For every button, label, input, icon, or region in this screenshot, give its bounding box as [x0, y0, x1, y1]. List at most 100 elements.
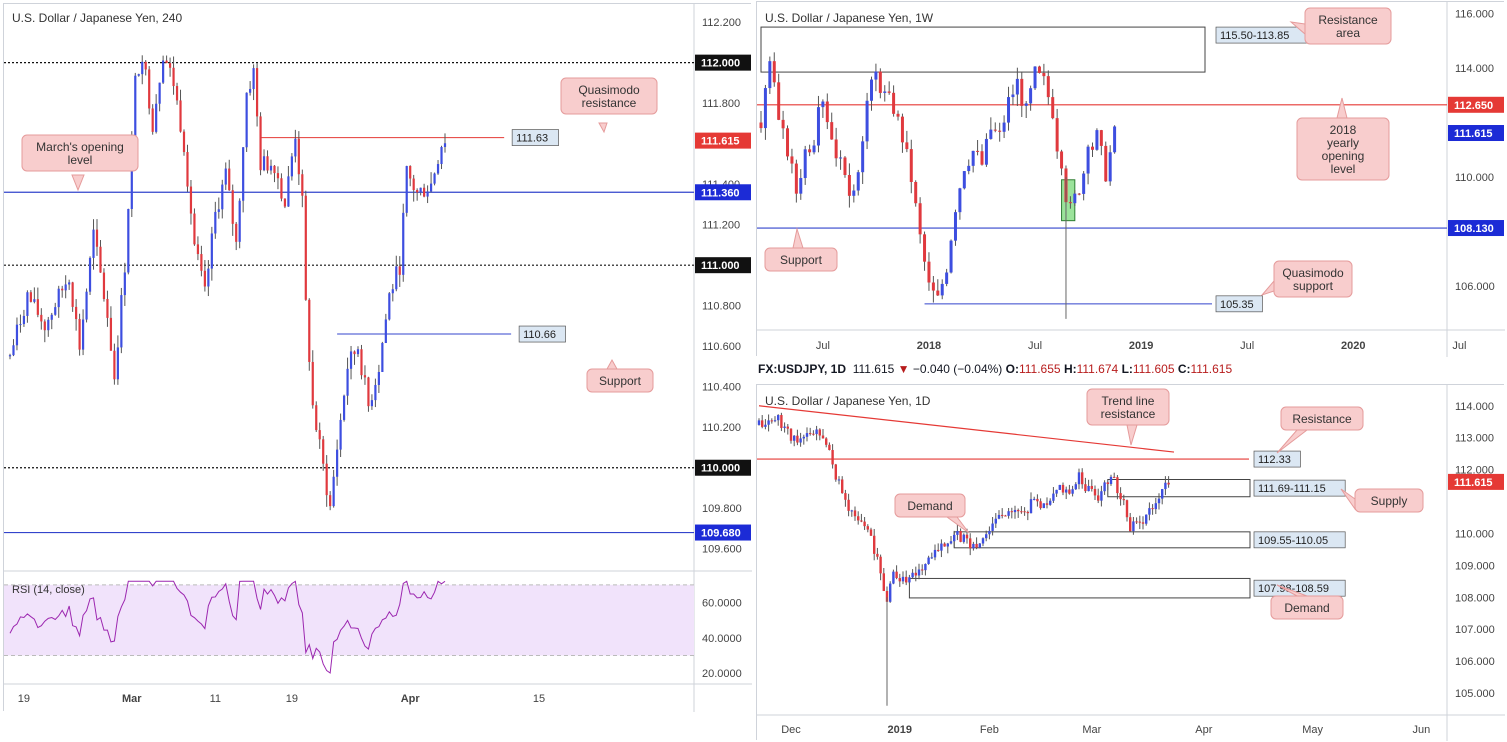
candle-body — [777, 415, 780, 421]
candle-body — [1074, 484, 1077, 490]
candle-body — [196, 244, 200, 255]
candle-body — [997, 514, 1001, 519]
candle-body — [1082, 173, 1086, 194]
candle-body — [869, 529, 873, 536]
candle-body — [1055, 489, 1058, 494]
candle-body — [1099, 130, 1103, 146]
candle-body — [786, 128, 790, 157]
weekly-callout-support-text-0: Support — [780, 253, 823, 267]
candle-body — [911, 572, 914, 578]
h4-time-tick: 19 — [286, 693, 298, 705]
candle-body — [962, 171, 966, 189]
daily-zone-tag-0-bg — [1253, 479, 1346, 497]
daily-title: U.S. Dollar / Japanese Yen, 1D — [765, 394, 931, 408]
candle-body — [808, 149, 812, 153]
daily-price-tick: 109.000 — [1455, 560, 1495, 572]
candle-body — [786, 426, 789, 429]
candle-body — [273, 165, 276, 174]
daily-time-tick: Jun — [1413, 724, 1431, 736]
candle-body — [895, 571, 898, 579]
weekly-green-box — [1061, 179, 1076, 222]
daily-price-tick: 114.000 — [1455, 401, 1494, 413]
candle-body — [772, 61, 776, 83]
candle-body — [905, 142, 909, 150]
candle-body — [1071, 489, 1074, 494]
candle-body — [856, 172, 860, 191]
candle-body — [889, 583, 892, 602]
candle-body — [1097, 495, 1100, 501]
candle-body — [217, 209, 220, 212]
candle-body — [1029, 499, 1033, 514]
candle-body — [937, 549, 940, 551]
h4-callout-march-open-text-0: March's opening — [36, 140, 124, 154]
daily-chart-svg[interactable]: 114.000 113.000 112.000 110.000 109.000 108.0… — [757, 385, 1505, 741]
candle-body — [419, 187, 422, 193]
daily-time-tick: 2019 — [888, 724, 912, 736]
candle-body — [818, 429, 821, 436]
daily-callout-demand-1: Demand — [894, 493, 970, 534]
candle-body — [349, 351, 353, 369]
candle-body — [1122, 499, 1125, 501]
candle-body — [193, 213, 196, 245]
daily-callout-supply-text-0: Supply — [1371, 494, 1408, 508]
daily-zone-tag-0: 111.69-111.15 — [1258, 483, 1326, 495]
candle-body — [29, 292, 32, 302]
candle-body — [989, 129, 993, 139]
h4-callout-march-open-pointer — [71, 174, 85, 192]
candle-body — [921, 569, 924, 571]
candle-body — [443, 143, 447, 147]
candle-body — [790, 156, 794, 164]
candle-body — [876, 553, 879, 557]
candle-body — [130, 139, 133, 209]
candle-body — [887, 91, 891, 93]
candle-body — [985, 534, 988, 539]
candle-body — [1093, 488, 1097, 496]
candle-body — [1164, 482, 1167, 490]
candle-body — [1091, 146, 1094, 150]
candle-body — [901, 576, 905, 582]
h4-callout-support: Support — [586, 358, 654, 393]
candle-body — [1058, 484, 1061, 490]
candle-body — [1119, 493, 1122, 500]
candle-body — [120, 295, 123, 348]
daily-callout-trend-text-1: resistance — [1101, 407, 1156, 421]
candle-body — [409, 165, 412, 179]
chart-panel-weekly[interactable]: 116.000 114.000 110.000 106.000 Jul 2018 Jul 20… — [756, 1, 1505, 357]
candle-body — [95, 229, 99, 247]
candle-body — [967, 165, 971, 172]
candle-body — [799, 178, 803, 194]
chart-panel-h4[interactable]: 112.200111.800111.400111.200110.800110.6… — [3, 3, 752, 712]
candle-body — [981, 538, 985, 544]
candle-body — [377, 371, 380, 385]
candle-body — [189, 186, 193, 214]
weekly-chart-svg[interactable]: 116.000 114.000 110.000 106.000 Jul 2018 Jul 20… — [757, 2, 1505, 357]
candle-body — [914, 572, 917, 576]
chart-panel-daily[interactable]: 114.000 113.000 112.000 110.000 109.000 108.0… — [756, 384, 1505, 741]
daily-zone-tag-1: 109.55-110.05 — [1258, 535, 1328, 547]
candle-body — [898, 578, 901, 582]
candle-body — [1039, 501, 1042, 509]
close-value: 111.615 — [1190, 362, 1233, 376]
rsi-tick: 60.0000 — [702, 598, 742, 610]
candle-body — [905, 576, 908, 583]
daily-callout-resistance: Resistance — [1276, 406, 1364, 454]
candle-body — [249, 89, 252, 93]
candle-body — [949, 541, 953, 544]
h4-chart-svg[interactable]: 112.200111.800111.400111.200110.800110.6… — [4, 4, 752, 712]
candle-body — [311, 361, 314, 406]
weekly-callout-support: Support — [764, 227, 838, 272]
candle-body — [767, 420, 770, 425]
weekly-level-label-0-bg — [1448, 96, 1504, 113]
candle-body — [175, 86, 179, 101]
h4-price-tick: 110.200 — [702, 422, 741, 434]
candle-body — [841, 479, 844, 494]
candle-body — [866, 526, 869, 530]
candle-body — [1055, 118, 1059, 152]
candle-body — [988, 530, 991, 535]
candle-body — [315, 405, 318, 431]
candle-body — [847, 499, 850, 511]
candle-body — [245, 92, 248, 148]
candle-body — [203, 270, 206, 287]
h4-callout-quasimodo-text-1: resistance — [582, 96, 637, 110]
